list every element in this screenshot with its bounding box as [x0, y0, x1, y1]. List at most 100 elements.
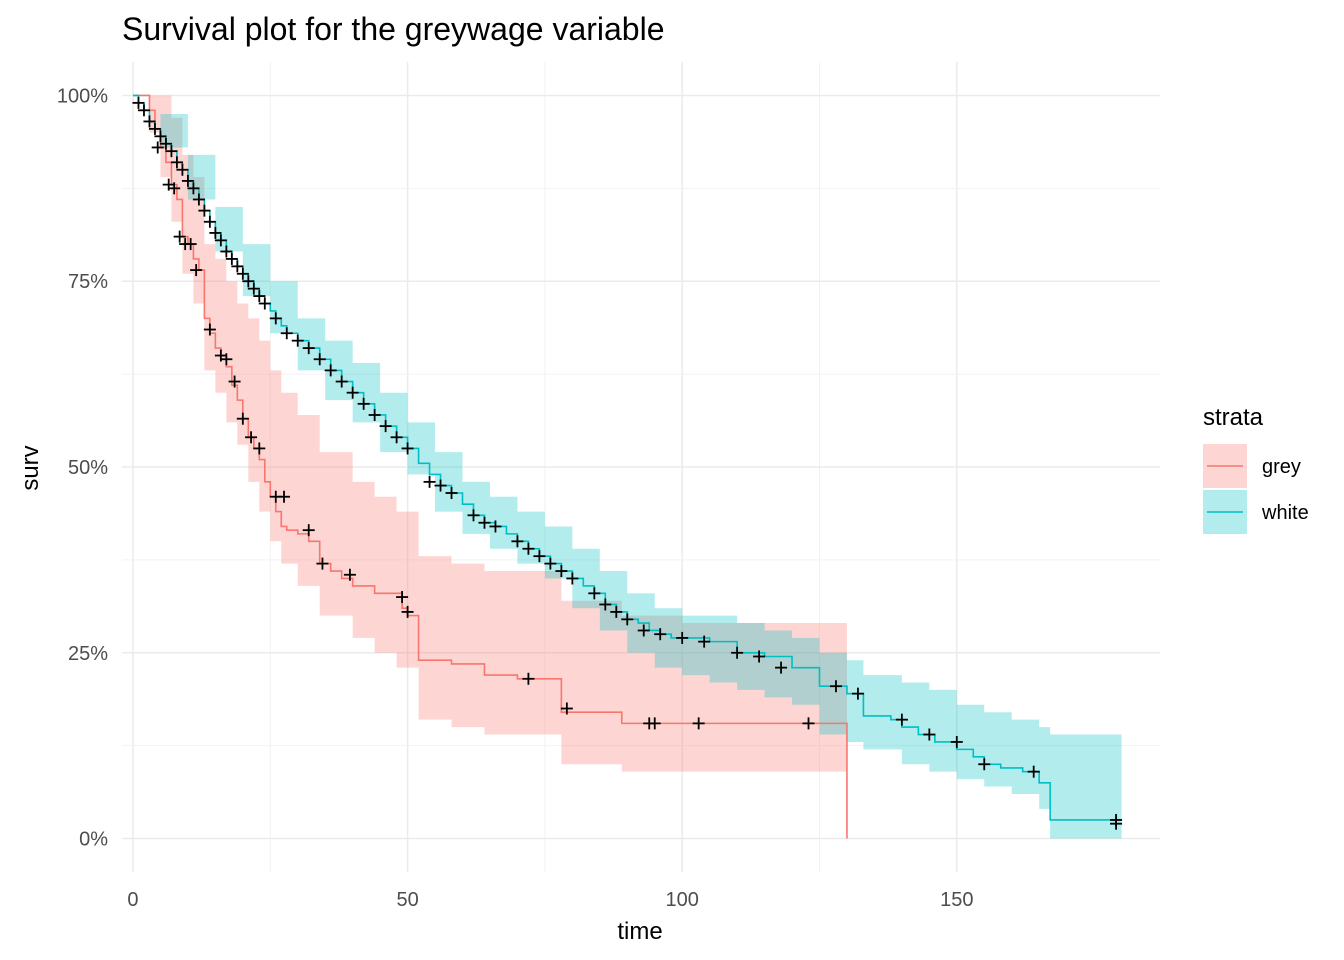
white-censor-mark: [368, 408, 381, 421]
white-censor-mark: [1027, 765, 1040, 778]
white-censor-mark: [851, 687, 864, 700]
grey-censor-mark: [396, 591, 409, 604]
white-censor-mark: [181, 174, 194, 187]
white-censor-mark: [434, 479, 447, 492]
white-censor-mark: [555, 565, 568, 578]
x-tick-label: 0: [127, 889, 138, 911]
grey-censor-mark: [190, 264, 203, 277]
white-confidence-band: [132, 95, 1122, 839]
legend-label-white: white: [1261, 502, 1309, 524]
grey-censor-mark: [228, 375, 241, 388]
grey-censor-mark: [168, 182, 181, 195]
white-censor-mark: [302, 342, 315, 355]
x-tick-label: 150: [940, 889, 973, 911]
y-tick-label: 100%: [57, 85, 108, 107]
grey-censor-mark: [560, 702, 573, 715]
white-censor-mark: [1110, 813, 1123, 826]
white-censor-mark: [203, 215, 216, 228]
white-censor-mark: [923, 728, 936, 741]
white-censor-mark: [379, 420, 392, 433]
white-censor-mark: [214, 234, 227, 247]
grey-censor-mark: [648, 717, 661, 730]
grey-censor-mark: [343, 568, 356, 581]
white-censor-mark: [324, 364, 337, 377]
white-censor-mark: [357, 397, 370, 410]
white-censor-mark: [176, 163, 189, 176]
white-censor-mark: [676, 631, 689, 644]
y-tick-label: 50%: [68, 457, 108, 479]
grey-censor-mark: [236, 412, 249, 425]
y-axis-ticks: 0% 25% 50% 75% 100%: [57, 85, 108, 850]
grey-confidence-band: [132, 95, 847, 772]
grey-censor-mark: [245, 431, 258, 444]
white-censor-mark: [154, 130, 167, 143]
white-survival-curve: [132, 94, 1122, 821]
grey-censor-mark: [692, 717, 705, 730]
grey-censor-mark: [151, 141, 164, 154]
grey-censor-mark: [184, 238, 197, 251]
x-tick-label: 100: [666, 889, 699, 911]
white-censor-mark: [621, 613, 634, 626]
white-censor-mark: [313, 353, 326, 366]
white-censor-mark: [148, 122, 161, 135]
white-censor-mark: [192, 193, 205, 206]
white-censor-mark: [511, 535, 524, 548]
white-censor-mark: [198, 204, 211, 217]
white-censor-mark: [698, 635, 711, 648]
white-censor-mark: [291, 334, 304, 347]
white-censor-mark: [335, 375, 348, 388]
grey-censor-mark: [203, 323, 216, 336]
white-censor-mark: [533, 550, 546, 563]
white-censor-mark: [829, 680, 842, 693]
grey-censor-mark: [802, 717, 815, 730]
legend-label-grey: grey: [1262, 456, 1301, 478]
white-censor-mark: [775, 661, 788, 674]
confidence-bands: [132, 95, 1122, 839]
white-censor-mark: [258, 297, 271, 310]
y-axis-title: surv: [17, 445, 44, 490]
x-axis-title: time: [617, 918, 662, 945]
white-censor-mark: [478, 516, 491, 529]
white-censor-mark: [209, 226, 222, 239]
white-censor-mark: [599, 598, 612, 611]
grey-censor-mark: [522, 672, 535, 685]
chart-title: Survival plot for the greywage variable: [122, 11, 665, 47]
white-censor-mark: [895, 713, 908, 726]
white-censor-mark: [467, 509, 480, 522]
grey-censor-mark: [316, 557, 329, 570]
white-censor-mark: [242, 275, 255, 288]
white-censor-mark: [588, 587, 601, 600]
white-censor-mark: [522, 542, 535, 555]
white-censor-mark: [225, 252, 238, 265]
y-tick-label: 0%: [79, 829, 108, 851]
white-censor-mark: [445, 487, 458, 500]
white-censor-mark: [637, 624, 650, 637]
white-censor-mark: [489, 520, 502, 533]
white-censor-mark: [731, 646, 744, 659]
white-censor-mark: [390, 431, 403, 444]
y-tick-label: 25%: [68, 643, 108, 665]
white-censor-mark: [137, 104, 150, 117]
white-censor-mark: [170, 156, 183, 169]
censor-marks: [132, 96, 1123, 830]
white-censor-mark: [187, 182, 200, 195]
white-censor-mark: [978, 758, 991, 771]
white-censor-mark: [654, 628, 667, 641]
grey-censor-mark: [302, 524, 315, 537]
grey-censor-mark: [173, 230, 186, 243]
white-censor-mark: [753, 650, 766, 663]
white-censor-mark: [253, 290, 266, 303]
white-censor-mark: [610, 605, 623, 618]
white-censor-mark: [159, 137, 172, 150]
white-censor-mark: [220, 245, 233, 258]
x-tick-label: 50: [396, 889, 418, 911]
white-censor-mark: [566, 572, 579, 585]
white-censor-mark: [544, 557, 557, 570]
white-censor-mark: [423, 475, 436, 488]
legend: strata grey white: [1203, 404, 1309, 534]
x-axis-ticks: 0 50 100 150: [127, 889, 973, 911]
white-censor-mark: [950, 735, 963, 748]
gridlines: [122, 62, 1160, 872]
grey-censor-mark: [220, 353, 233, 366]
